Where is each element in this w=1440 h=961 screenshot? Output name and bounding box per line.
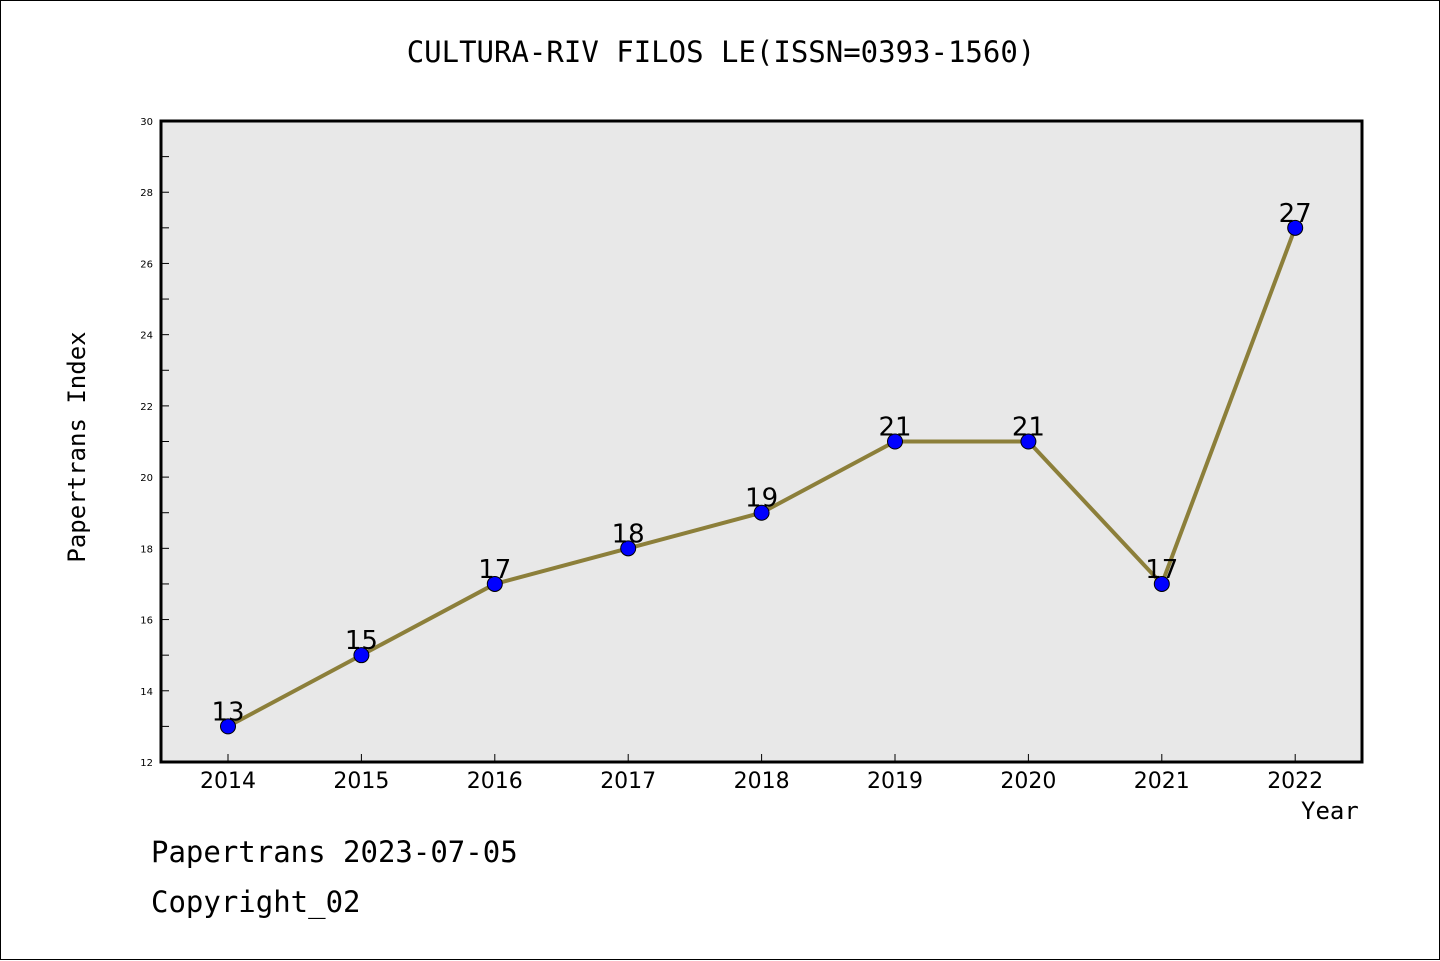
y-tick-label: 20	[140, 473, 153, 484]
data-point	[1020, 433, 1037, 450]
data-point	[353, 647, 370, 664]
data-point	[220, 718, 236, 735]
y-tick-label: 22	[140, 402, 153, 413]
data-label: 21	[878, 413, 911, 443]
x-tick-label: 2019	[867, 769, 923, 794]
data-label: 27	[1279, 199, 1312, 229]
x-tick-label: 2018	[734, 769, 790, 794]
data-label: 19	[745, 484, 778, 514]
data-label: 17	[1145, 555, 1178, 585]
x-tick-label: 2020	[1000, 769, 1056, 794]
x-tick-label: 2021	[1134, 769, 1190, 794]
data-point	[1153, 575, 1170, 592]
y-tick-label: 24	[140, 331, 153, 342]
y-tick-label: 30	[140, 117, 153, 128]
data-point	[1287, 219, 1304, 236]
data-point	[620, 540, 637, 557]
data-label: 18	[612, 519, 645, 549]
footer-copyright: Copyright_02	[151, 885, 361, 919]
x-axis-label: Year	[1301, 797, 1359, 825]
data-label: 17	[478, 555, 511, 585]
series-group: 13 15 17 18 19 21 21 17 27	[211, 199, 1312, 735]
x-tick-label: 2016	[467, 769, 523, 794]
x-tick-label: 2017	[600, 769, 656, 794]
y-tick-label: 12	[140, 758, 153, 769]
y-tick-label: 28	[140, 188, 153, 199]
y-tick-label: 18	[140, 544, 153, 555]
data-point	[753, 504, 770, 521]
data-label: 15	[345, 626, 378, 656]
x-tick-label: 2014	[200, 769, 256, 794]
footer-date: Papertrans 2023-07-05	[151, 835, 518, 869]
y-axis: 12 14 16 18 20 22 24 26 28 30	[140, 117, 169, 769]
data-label: 13	[211, 697, 244, 727]
data-point	[887, 433, 903, 450]
x-axis: 2014 2015 2016 2017 2018 2019 2020 2021 2022	[200, 754, 1323, 794]
y-tick-label: 26	[140, 259, 153, 270]
x-tick-label: 2015	[333, 769, 389, 794]
data-point	[486, 575, 503, 592]
data-label: 21	[1012, 413, 1045, 443]
x-tick-label: 2022	[1267, 769, 1323, 794]
y-tick-label: 14	[140, 687, 153, 698]
chart-title: CULTURA-RIV FILOS LE(ISSN=0393-1560)	[406, 35, 1036, 69]
y-tick-label: 16	[140, 616, 153, 627]
